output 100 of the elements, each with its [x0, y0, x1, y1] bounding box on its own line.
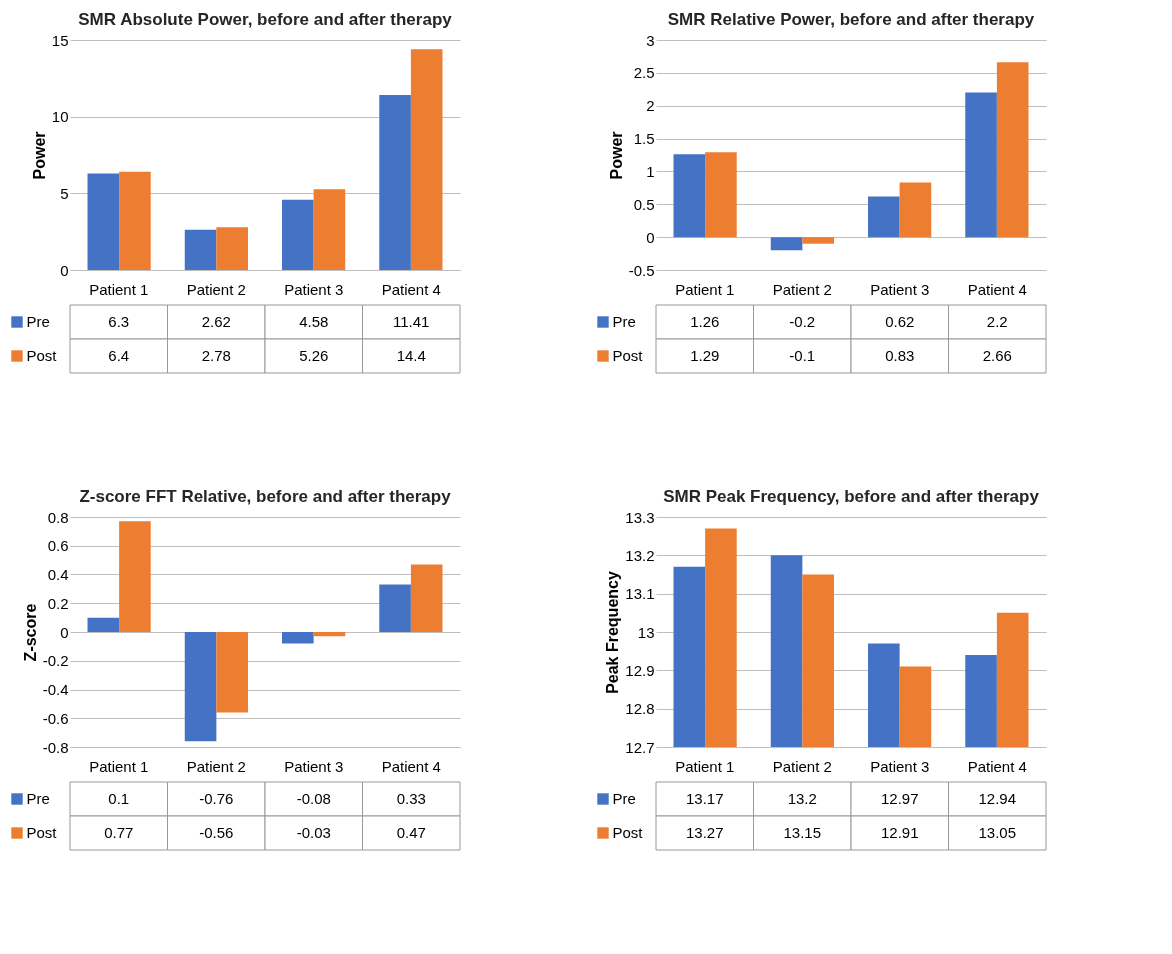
bar — [87, 617, 120, 632]
data-label: 1.26 — [690, 313, 720, 330]
bar — [216, 227, 248, 270]
data-label: 0.77 — [104, 824, 134, 841]
y-tick-label: 0 — [646, 228, 655, 246]
data-label: 13.15 — [783, 824, 822, 841]
chart-title: SMR Relative Power, before and after therapy — [667, 10, 1035, 29]
x-tick-label: Patient 4 — [967, 280, 1027, 298]
y-tick-label: 3 — [646, 31, 655, 49]
data-label: -0.1 — [789, 347, 816, 364]
y-tick-label: -0.5 — [628, 261, 655, 279]
x-tick-label: Patient 3 — [870, 757, 930, 775]
bar — [313, 189, 346, 270]
data-label: 5.26 — [299, 347, 329, 364]
y-tick-label: 1 — [646, 162, 655, 180]
y-axis-title: Peak Frequency — [604, 571, 622, 694]
y-axis-title: Power — [607, 131, 625, 180]
data-label: 4.58 — [299, 313, 329, 330]
data-label: 13.2 — [787, 790, 817, 807]
y-tick-label: 5 — [60, 184, 69, 202]
y-tick-label: 10 — [51, 108, 69, 126]
data-label: 2.2 — [986, 313, 1008, 330]
legend-label: Pre — [612, 790, 636, 807]
y-tick-label: -0.4 — [42, 681, 69, 698]
x-tick-label: Patient 3 — [284, 280, 344, 298]
y-axis-title: Z-score — [21, 603, 39, 662]
y-tick-label: -0.2 — [42, 652, 69, 670]
legend-label: Post — [26, 824, 58, 841]
bar — [119, 171, 151, 270]
data-label: 6.4 — [108, 347, 130, 364]
data-label: 6.3 — [108, 313, 130, 330]
x-tick-label: Patient 2 — [772, 757, 832, 775]
y-tick-label: 0 — [60, 623, 69, 641]
x-tick-label: Patient 4 — [967, 757, 1027, 775]
bar — [184, 632, 217, 742]
y-tick-label: 0.5 — [633, 195, 655, 213]
x-tick-label: Patient 1 — [89, 280, 149, 298]
bar — [868, 196, 900, 238]
x-tick-label: Patient 2 — [186, 280, 246, 298]
bar — [87, 173, 120, 270]
data-label: -0.08 — [296, 790, 331, 807]
data-label: -0.56 — [199, 824, 234, 841]
data-label: -0.2 — [789, 313, 816, 330]
data-label: -0.03 — [296, 824, 331, 841]
y-tick-label: 13.1 — [625, 585, 655, 603]
chart-title: Z-score FFT Relative, before and after therapy — [79, 487, 452, 506]
data-label: 2.66 — [982, 347, 1012, 364]
y-tick-label: 13.3 — [625, 508, 655, 526]
bar — [802, 237, 834, 244]
x-tick-label: Patient 4 — [381, 280, 441, 298]
y-tick-label: 2.5 — [633, 64, 655, 82]
data-label: 2.78 — [201, 347, 231, 364]
data-label: 0.62 — [885, 313, 915, 330]
bar — [673, 154, 706, 238]
bar — [965, 92, 997, 238]
x-tick-label: Patient 4 — [381, 757, 441, 775]
y-tick-label: -0.6 — [42, 709, 69, 727]
legend-label: Pre — [26, 790, 50, 807]
y-tick-label: -0.8 — [42, 738, 69, 756]
data-label: 13.17 — [685, 790, 724, 807]
x-tick-label: Patient 3 — [284, 757, 344, 775]
bar — [705, 152, 737, 238]
y-axis-title: Power — [30, 131, 48, 180]
legend-label: Post — [612, 347, 644, 364]
y-tick-label: 15 — [51, 31, 69, 49]
data-label: 0.47 — [396, 824, 426, 841]
data-label: 0.1 — [108, 790, 130, 807]
bar — [119, 521, 151, 632]
data-label: 1.29 — [690, 347, 720, 364]
y-tick-label: 2 — [646, 97, 655, 115]
y-tick-label: 12.7 — [625, 738, 655, 756]
chart-title: SMR Absolute Power, before and after therapy — [78, 10, 453, 29]
x-tick-label: Patient 2 — [186, 757, 246, 775]
data-label: 13.27 — [685, 824, 724, 841]
data-label: 13.05 — [978, 824, 1017, 841]
legend-label: Pre — [26, 313, 50, 330]
x-tick-label: Patient 3 — [870, 280, 930, 298]
x-tick-label: Patient 1 — [89, 757, 149, 775]
bar — [410, 564, 443, 632]
y-tick-label: 12.9 — [625, 661, 655, 679]
bar — [996, 62, 1029, 238]
bar — [410, 49, 443, 270]
bar — [216, 632, 248, 713]
data-label: 0.83 — [885, 347, 915, 364]
data-label: 12.91 — [880, 824, 919, 841]
data-label: -0.76 — [199, 790, 234, 807]
y-tick-label: 0.6 — [47, 537, 69, 555]
data-label: 11.41 — [393, 313, 430, 330]
data-label: 2.62 — [201, 313, 231, 330]
bar — [282, 199, 314, 270]
x-tick-label: Patient 1 — [675, 280, 735, 298]
y-tick-label: 0.2 — [47, 594, 69, 612]
data-label: 0.33 — [396, 790, 426, 807]
bar — [899, 182, 932, 238]
y-tick-label: 12.8 — [625, 700, 655, 718]
x-tick-label: Patient 2 — [772, 280, 832, 298]
bar — [282, 632, 314, 644]
x-tick-label: Patient 1 — [675, 757, 735, 775]
y-tick-label: 1.5 — [633, 130, 655, 148]
bar — [313, 632, 346, 637]
